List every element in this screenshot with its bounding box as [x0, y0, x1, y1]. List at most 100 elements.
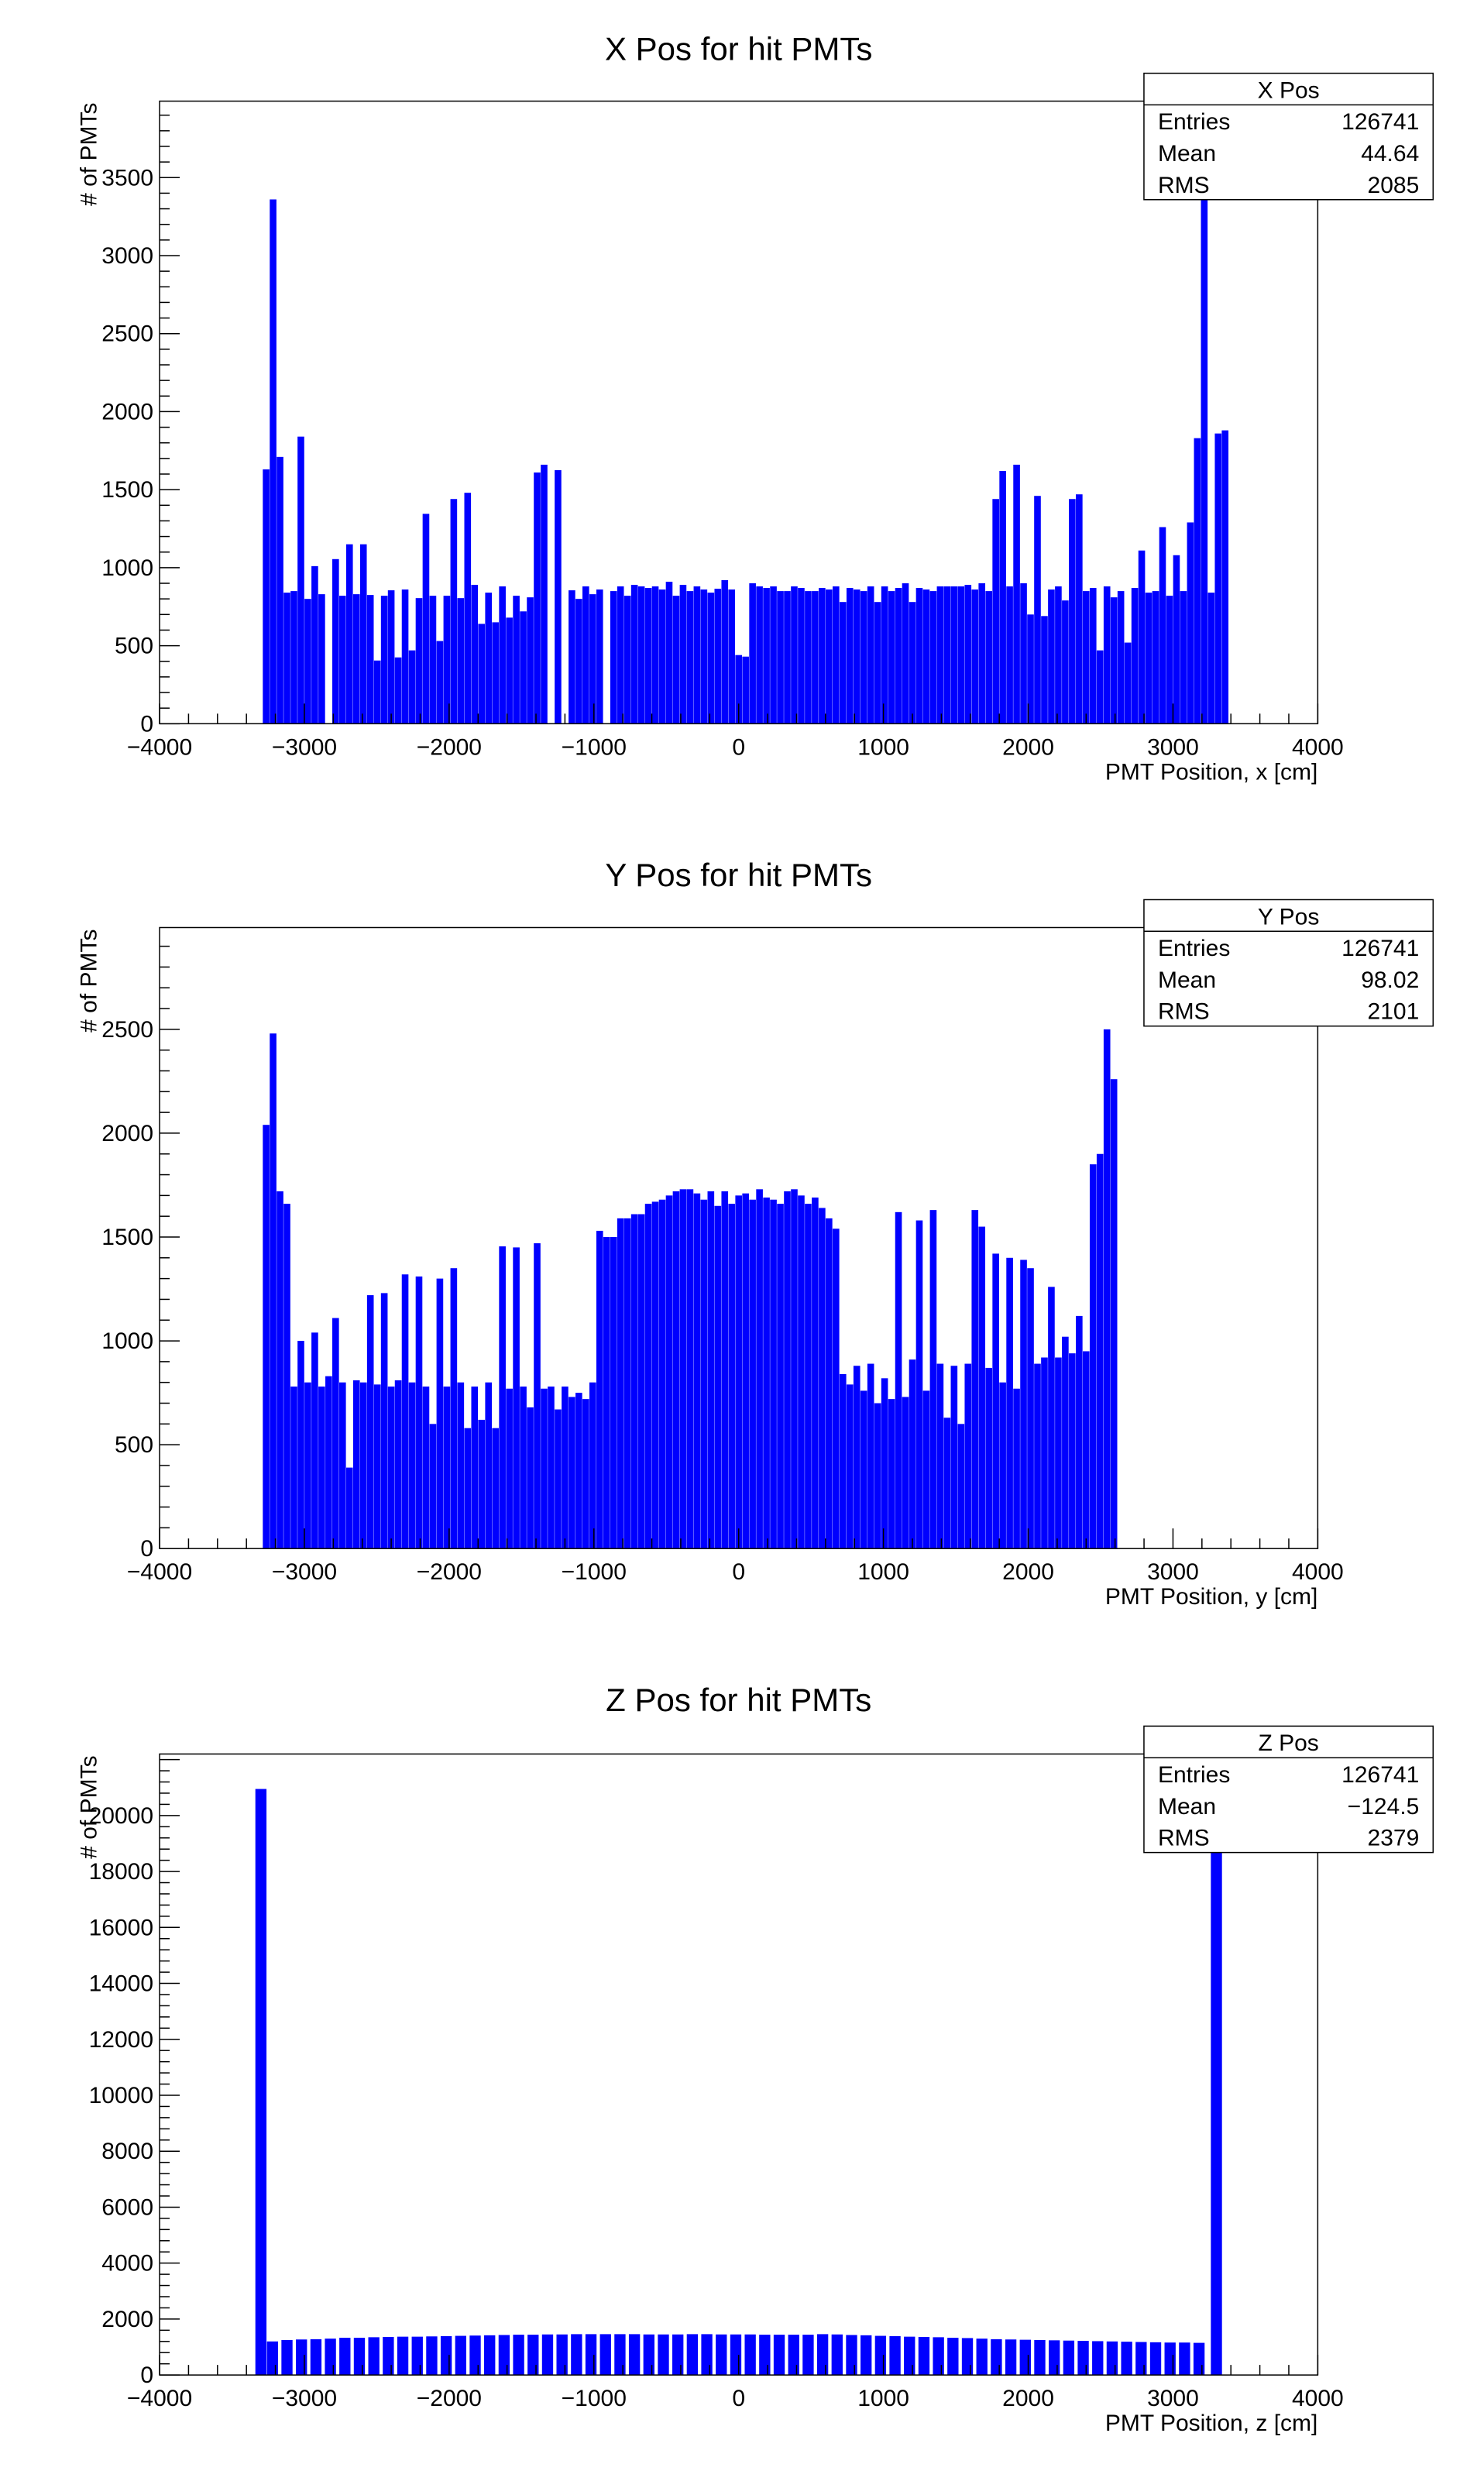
bar	[950, 586, 958, 724]
bar	[534, 1243, 541, 1549]
bar	[610, 1236, 617, 1549]
bar	[471, 585, 479, 724]
bar	[730, 2334, 742, 2376]
bar	[637, 586, 645, 724]
y-axis-label: # of PMTs	[76, 929, 101, 1032]
bar	[805, 1204, 812, 1549]
x-tick-label: 3000	[1147, 734, 1199, 760]
bar	[1117, 591, 1125, 724]
bar	[889, 2335, 901, 2376]
bar	[651, 586, 659, 724]
bar	[971, 589, 979, 724]
y-tick-label: 12000	[89, 2027, 153, 2053]
bar	[805, 591, 812, 724]
x-tick-label: 0	[732, 734, 745, 760]
y-tick-label: 3000	[101, 243, 153, 269]
bar	[266, 2341, 279, 2376]
bar	[498, 2335, 510, 2376]
bar	[964, 1363, 972, 1549]
bar	[345, 1467, 353, 1549]
bar	[630, 1214, 638, 1549]
bar	[1089, 1164, 1097, 1549]
y-axis-label: # of PMTs	[76, 1755, 101, 1858]
bar	[846, 1384, 854, 1549]
stats-box: Z Pos Entries 126741 Mean −124.5 RMS 2379	[1143, 1725, 1434, 1854]
bar	[721, 579, 729, 724]
bar	[895, 1211, 902, 1549]
bar	[744, 2334, 756, 2376]
bar	[1006, 1257, 1013, 1549]
bar	[716, 2334, 727, 2376]
bar	[922, 589, 930, 724]
bar	[338, 1382, 346, 1549]
bar	[387, 590, 395, 724]
bar	[513, 2335, 524, 2376]
bar	[555, 1409, 562, 1549]
bar	[426, 2336, 438, 2376]
bar	[255, 1789, 267, 2376]
histogram-panel-3: Z Pos for hit PMTs −4000 −3000 −2000 −1000 0 1…	[76, 1682, 1434, 2436]
bar	[1013, 464, 1020, 724]
y-axis: 0 500 1000 1500 2000 2500	[101, 945, 180, 1562]
bar	[644, 588, 652, 724]
bar	[422, 514, 430, 724]
bar	[397, 2336, 409, 2376]
bar	[909, 1359, 916, 1549]
bar	[630, 585, 638, 724]
stats-entries-label: Entries	[1158, 1762, 1230, 1788]
x-tick-label: 1000	[857, 2386, 909, 2411]
bar	[802, 2335, 814, 2376]
bar	[637, 1214, 645, 1549]
bar	[922, 1390, 930, 1549]
bar	[819, 588, 826, 724]
bar	[366, 595, 374, 724]
bar	[839, 602, 847, 724]
stats-mean-value: 44.64	[1361, 141, 1419, 167]
bar	[651, 1201, 659, 1549]
y-tick-label: 2500	[101, 321, 153, 347]
bar	[325, 2339, 336, 2376]
bar	[263, 469, 270, 724]
bar	[1005, 2339, 1017, 2376]
bar	[1214, 433, 1222, 724]
bar	[860, 591, 867, 724]
bar	[484, 2335, 496, 2376]
x-tick-label: −1000	[562, 734, 627, 760]
bar	[1106, 2341, 1118, 2376]
bar	[478, 1419, 486, 1549]
bar	[1152, 591, 1159, 724]
x-axis-label: PMT Position, z [cm]	[1105, 2411, 1318, 2436]
stats-frame	[1143, 899, 1434, 1027]
x-tick-label: 2000	[1002, 734, 1054, 760]
bar	[520, 611, 527, 724]
bar	[915, 588, 923, 724]
bar	[290, 591, 297, 724]
bar	[352, 1380, 360, 1549]
bar	[310, 2339, 322, 2376]
bar	[1006, 586, 1013, 724]
bar	[440, 2335, 452, 2376]
bar	[749, 1199, 756, 1549]
bar	[1013, 1388, 1020, 1549]
y-tick-label: 2500	[101, 1017, 153, 1043]
bar	[1027, 614, 1034, 724]
y-tick-label: 2000	[101, 1121, 153, 1146]
histogram-panel-2: Y Pos for hit PMTs −4000 −3000 −2000 −1000 0 1…	[76, 857, 1434, 1610]
bar	[770, 1199, 777, 1549]
bar	[610, 591, 617, 724]
bar	[791, 586, 798, 724]
stats-title: Y Pos	[1258, 904, 1320, 930]
stats-box: Y Pos Entries 126741 Mean 98.02 RMS 2101	[1143, 899, 1434, 1027]
bar	[1221, 430, 1229, 724]
stats-rms-label: RMS	[1158, 1826, 1210, 1851]
bars	[255, 1789, 1222, 2376]
bar	[1089, 588, 1097, 724]
bar	[1138, 550, 1146, 724]
bar	[1145, 593, 1153, 724]
bar	[1193, 2342, 1205, 2376]
y-tick-label: 2000	[101, 2307, 153, 2332]
bar	[520, 1387, 527, 1549]
bar	[575, 599, 582, 724]
bar	[1041, 1357, 1048, 1549]
y-tick-label: 4000	[101, 2251, 153, 2277]
